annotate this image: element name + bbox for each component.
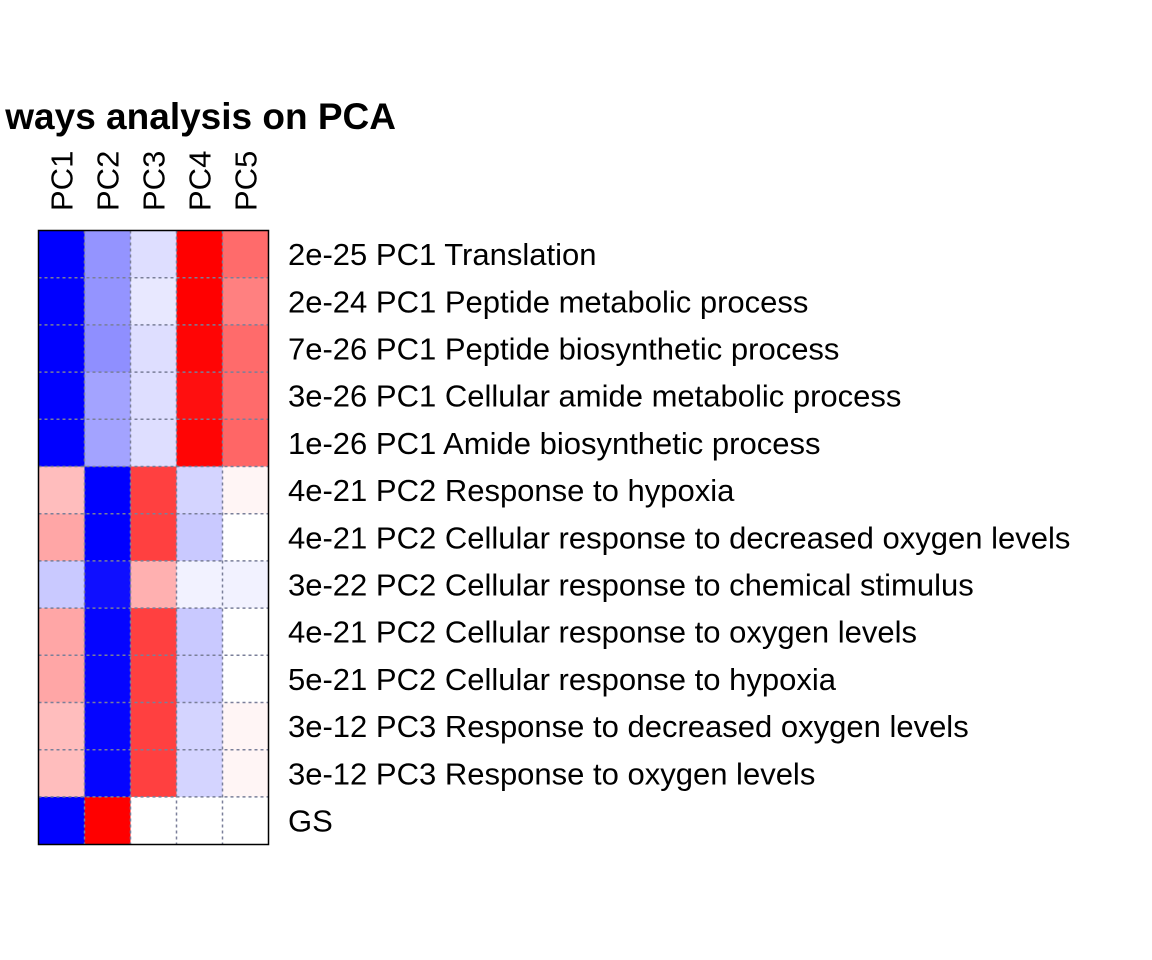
heatmap-cell (222, 749, 269, 798)
heatmap-cell (84, 230, 131, 279)
heatmap-cell (38, 749, 85, 798)
heatmap-cell (222, 230, 269, 279)
heatmap-cell (84, 796, 131, 845)
heatmap-cell (176, 513, 223, 562)
row-label: 3e-12 PC3 Response to oxygen levels (288, 756, 815, 791)
row-label: 4e-21 PC2 Cellular response to oxygen le… (288, 615, 917, 650)
heatmap-cell (222, 796, 269, 845)
heatmap-cell (176, 560, 223, 609)
row-label: 3e-22 PC2 Cellular response to chemical … (288, 568, 974, 603)
heatmap-cell (176, 466, 223, 515)
heatmap-cell (38, 702, 85, 751)
heatmap-cell (38, 608, 85, 656)
cell-grid-lines (38, 230, 269, 845)
heatmap-cell (222, 277, 269, 326)
heatmap-cell (84, 372, 131, 420)
heatmap-cell (130, 702, 177, 751)
heatmap-cell (130, 749, 177, 798)
column-label-pc4: PC4 (183, 151, 218, 211)
heatmap-cell (38, 466, 85, 515)
heatmap-cell (130, 419, 177, 467)
heatmap-cell (84, 749, 131, 798)
heatmap-cell (84, 608, 131, 656)
heatmap-cell (176, 655, 223, 703)
heatmap-cell (222, 608, 269, 656)
heatmap-cell (84, 466, 131, 515)
heatmap-cell (38, 277, 85, 326)
heatmap-cell (38, 560, 85, 609)
column-label-pc5: PC5 (229, 151, 264, 211)
heatmap-cell (222, 372, 269, 420)
heatmap-cell (176, 277, 223, 326)
heatmap-cell (222, 655, 269, 703)
heatmap-cell (130, 796, 177, 845)
column-label-pc2: PC2 (91, 151, 126, 211)
heatmap-cell (222, 513, 269, 562)
row-label: 2e-25 PC1 Translation (288, 237, 596, 272)
heatmap-cell (38, 230, 85, 279)
column-label-pc1: PC1 (45, 151, 80, 211)
heatmap-cell (38, 324, 85, 373)
heatmap-cell (222, 560, 269, 609)
heatmap-cell (84, 419, 131, 467)
heatmap-cell (84, 655, 131, 703)
heatmap-cell (38, 796, 85, 845)
heatmap-cell (84, 513, 131, 562)
heatmap-cell (130, 513, 177, 562)
row-label: 7e-26 PC1 Peptide biosynthetic process (288, 332, 839, 367)
column-labels: PC1 PC2 PC3 PC4 PC5 (45, 151, 264, 211)
row-label: 1e-26 PC1 Amide biosynthetic process (288, 426, 820, 461)
heatmap-cell (176, 419, 223, 467)
heatmap-cell (130, 560, 177, 609)
heatmap-cell (130, 655, 177, 703)
heatmap-cell (84, 702, 131, 751)
heatmap-cell (84, 277, 131, 326)
heatmap-cell (130, 608, 177, 656)
heatmap-cell (222, 702, 269, 751)
heatmap-cell (38, 372, 85, 420)
row-labels: 2e-25 PC1 Translation 2e-24 PC1 Peptide m… (288, 237, 1070, 838)
heatmap-cell (84, 560, 131, 609)
heatmap-cell (222, 324, 269, 373)
heatmap-cell (176, 749, 223, 798)
heatmap-cell (130, 230, 177, 279)
heatmap-cell (222, 466, 269, 515)
heatmap-cell (130, 372, 177, 420)
chart-title: ways analysis on PCA (4, 96, 396, 137)
heatmap-cell (222, 419, 269, 467)
heatmap-cell (38, 419, 85, 467)
row-label: 3e-26 PC1 Cellular amide metabolic proce… (288, 379, 901, 414)
heatmap-cell (38, 513, 85, 562)
heatmap-cell (176, 372, 223, 420)
heatmap-cell (130, 277, 177, 326)
column-label-pc3: PC3 (137, 151, 172, 211)
row-label: GS (288, 804, 333, 839)
row-label: 3e-12 PC3 Response to decreased oxygen l… (288, 709, 969, 744)
heatmap-cell (176, 324, 223, 373)
heatmap-cells (38, 230, 269, 845)
heatmap-cell (176, 702, 223, 751)
heatmap-cell (176, 796, 223, 845)
heatmap-cell (176, 608, 223, 656)
heatmap-cell (176, 230, 223, 279)
row-label: 4e-21 PC2 Response to hypoxia (288, 473, 735, 508)
heatmap-cell (130, 466, 177, 515)
row-label: 5e-21 PC2 Cellular response to hypoxia (288, 662, 837, 697)
heatmap-cell (130, 324, 177, 373)
row-label: 4e-21 PC2 Cellular response to decreased… (288, 520, 1070, 555)
heatmap-cell (84, 324, 131, 373)
heatmap-frame (37, 229, 270, 846)
heatmap-cell (38, 655, 85, 703)
row-label: 2e-24 PC1 Peptide metabolic process (288, 284, 808, 319)
